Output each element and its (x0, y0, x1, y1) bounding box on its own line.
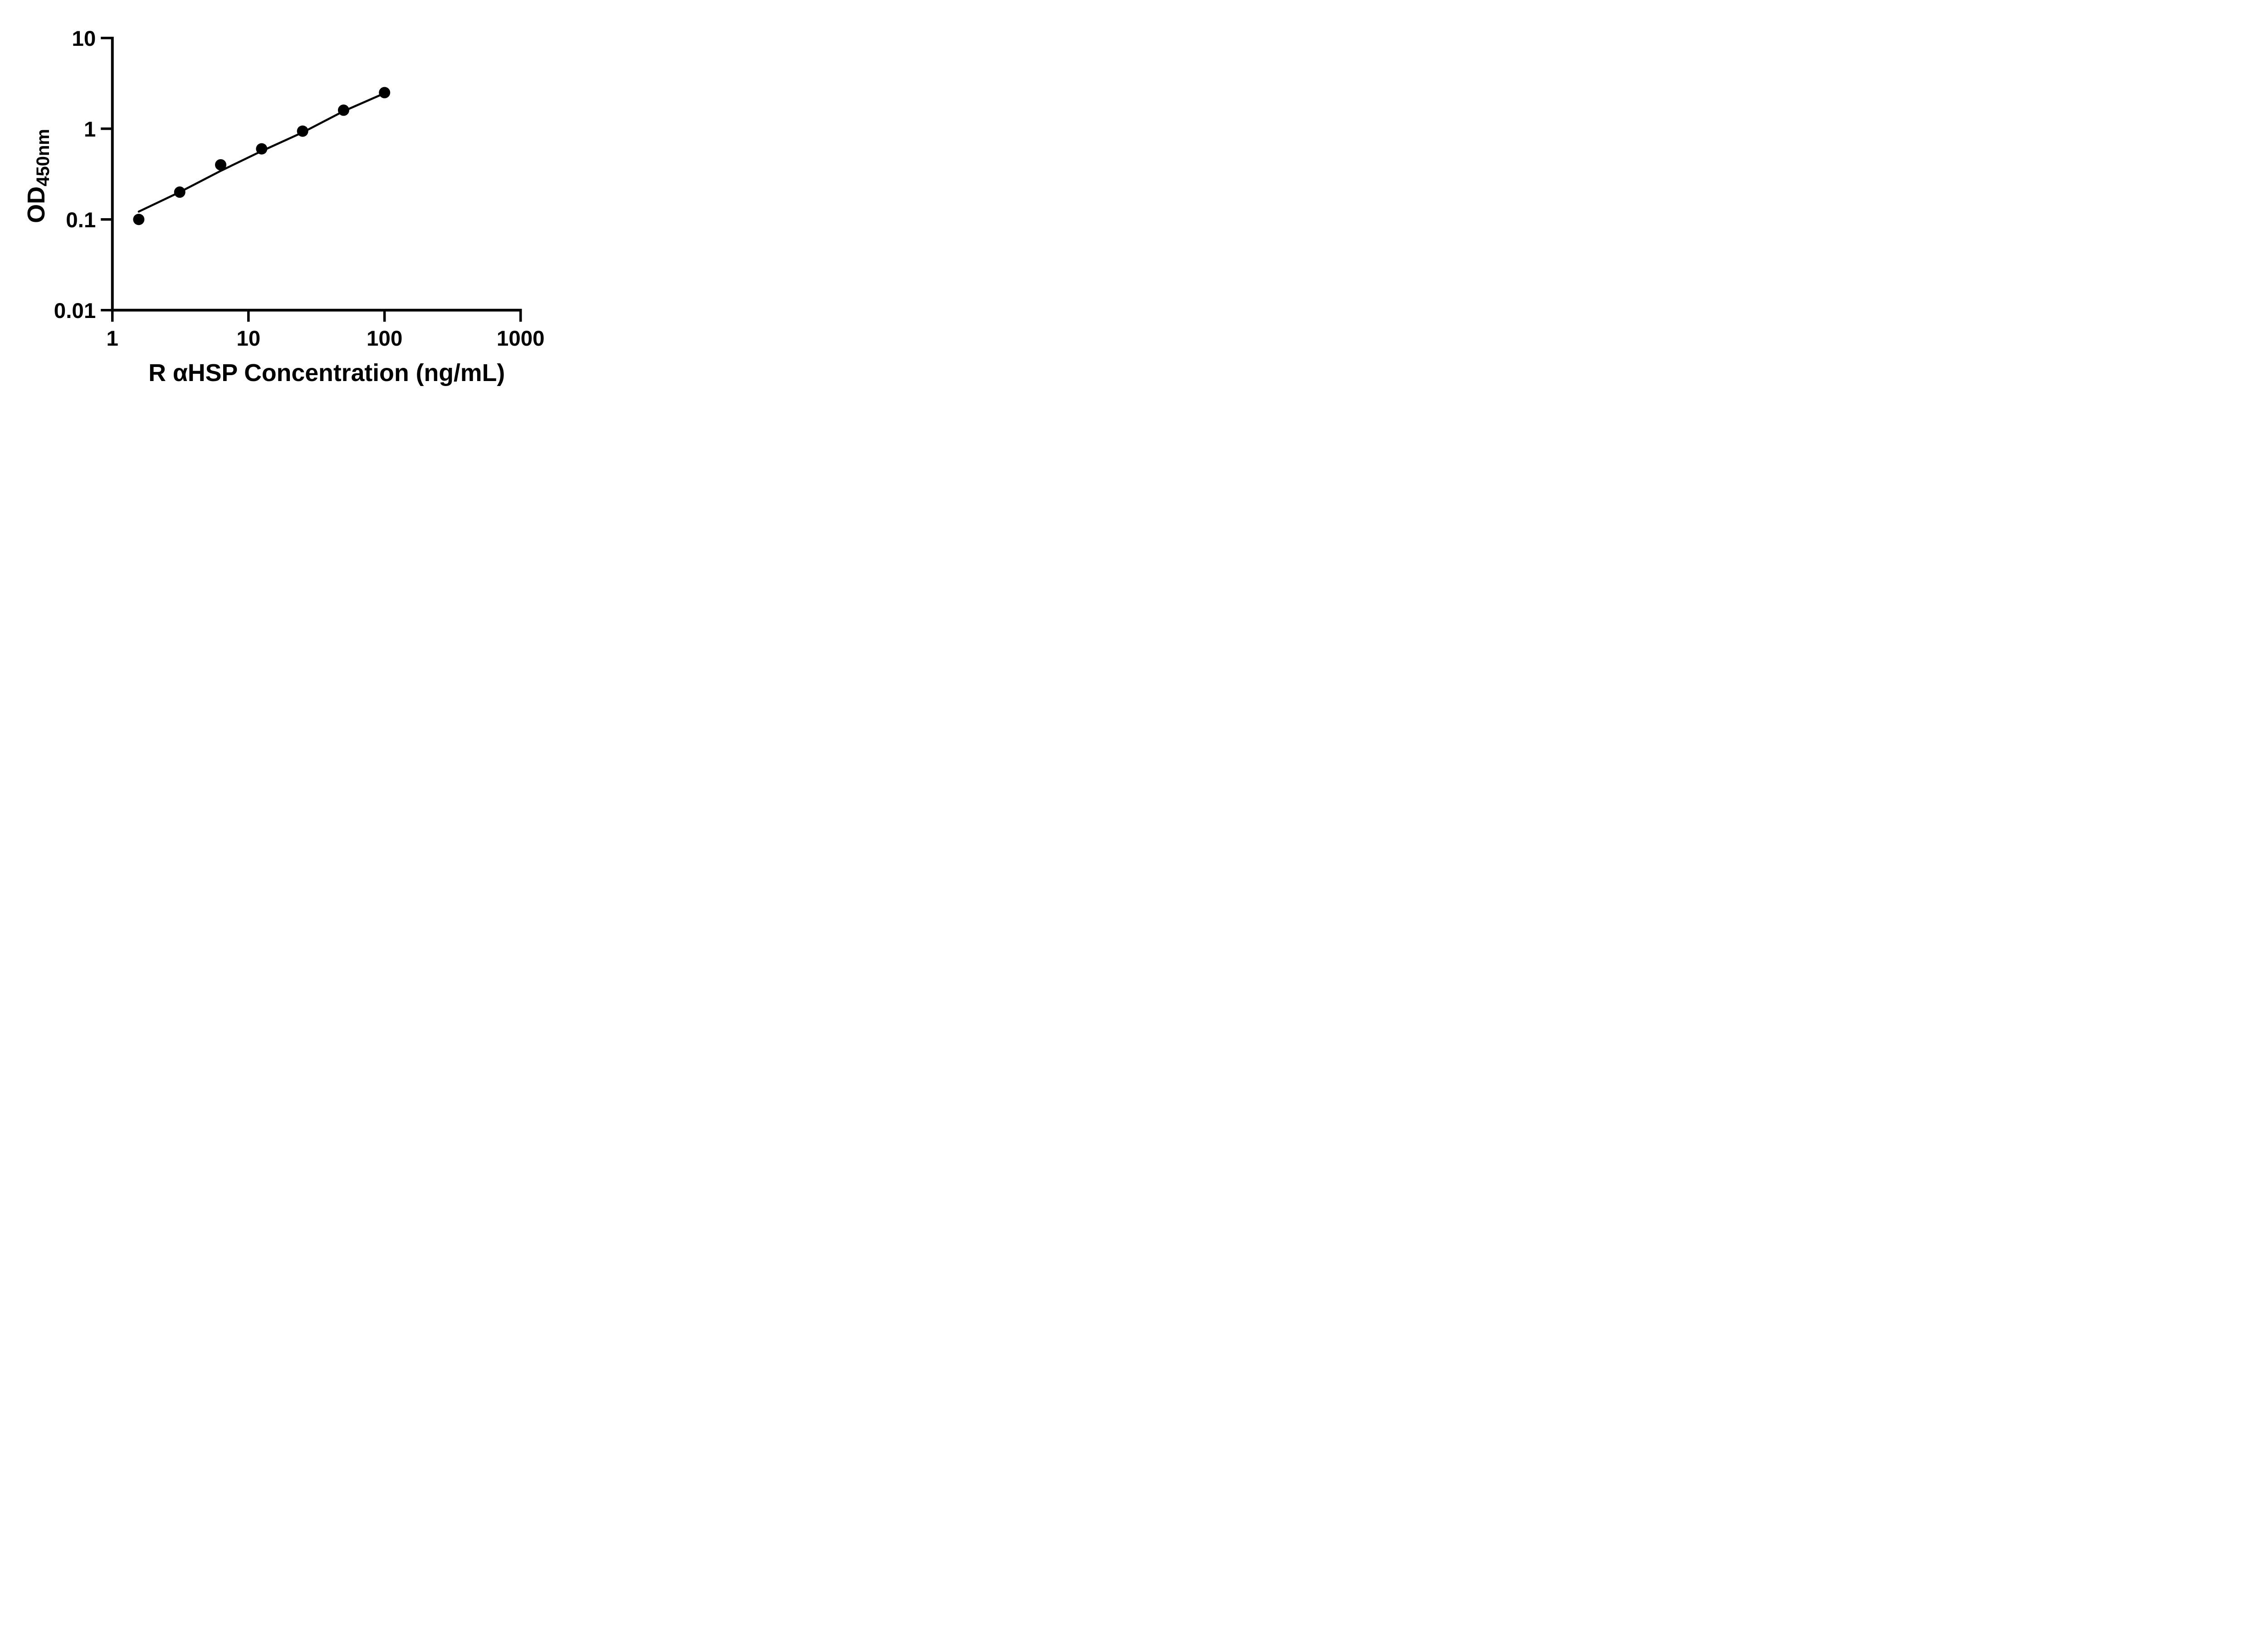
y-tick-label: 10 (72, 27, 96, 51)
y-tick-label: 0.01 (54, 299, 96, 323)
x-tick-label: 100 (367, 327, 402, 351)
x-axis-title: R αHSP Concentration (ng/mL) (148, 359, 505, 386)
x-axis: 1 10 100 1000 (107, 308, 545, 351)
data-points (133, 87, 391, 225)
x-tick-label: 1 (107, 327, 118, 351)
x-tick-label: 1000 (497, 327, 545, 351)
data-point (215, 159, 227, 171)
y-tick-label: 1 (84, 117, 96, 142)
y-axis: 10 1 0.1 0.01 (54, 27, 114, 323)
standard-curve-chart: 1 10 100 1000 10 1 0.1 0.01 R αHSP Concentrati… (0, 0, 583, 408)
data-point (174, 186, 186, 198)
x-ticks (111, 310, 522, 322)
y-tick-label: 0.1 (66, 208, 96, 232)
y-ticks (101, 37, 112, 312)
data-point (379, 87, 391, 98)
y-axis-title-main: OD (23, 186, 50, 223)
x-tick-labels: 1 10 100 1000 (107, 327, 545, 351)
data-point (256, 143, 268, 155)
plot-area: 1 10 100 1000 10 1 0.1 0.01 R αHSP Concentrati… (23, 27, 545, 386)
data-point (297, 125, 308, 137)
y-axis-title: OD450nm (23, 129, 53, 223)
chart-svg: 1 10 100 1000 10 1 0.1 0.01 R αHSP Concentrati… (23, 27, 545, 386)
y-axis-title-sub: 450nm (33, 129, 53, 186)
data-point (337, 104, 349, 116)
y-tick-labels: 10 1 0.1 0.01 (54, 27, 96, 323)
x-tick-label: 10 (236, 327, 260, 351)
data-point (133, 214, 145, 225)
